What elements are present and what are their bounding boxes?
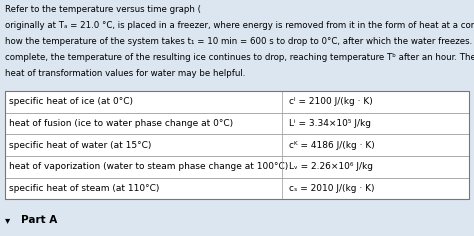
Text: cᴷ = 4186 J/(kg · K): cᴷ = 4186 J/(kg · K) bbox=[289, 141, 375, 150]
Text: ▾: ▾ bbox=[5, 215, 10, 225]
Bar bbox=[5, 134, 469, 156]
Text: Part A: Part A bbox=[21, 215, 57, 225]
Text: heat of transformation values for water may be helpful.: heat of transformation values for water … bbox=[5, 69, 245, 78]
Text: how the temperature of the system takes t₁ = 10 min = 600 s to drop to 0°C, afte: how the temperature of the system takes … bbox=[5, 37, 474, 46]
Text: cₛ = 2010 J/(kg · K): cₛ = 2010 J/(kg · K) bbox=[289, 184, 374, 193]
Bar bbox=[5, 91, 469, 199]
Text: originally at Tₐ = 21.0 °C, is placed in a freezer, where energy is removed from: originally at Tₐ = 21.0 °C, is placed in… bbox=[5, 21, 474, 30]
Text: specific heat of steam (at 110°C): specific heat of steam (at 110°C) bbox=[9, 184, 160, 193]
Text: heat of fusion (ice to water phase change at 0°C): heat of fusion (ice to water phase chang… bbox=[9, 119, 234, 128]
Bar bbox=[5, 113, 469, 134]
Text: specific heat of water (at 15°C): specific heat of water (at 15°C) bbox=[9, 141, 152, 150]
Bar bbox=[5, 91, 469, 113]
Text: specific heat of ice (at 0°C): specific heat of ice (at 0°C) bbox=[9, 97, 134, 106]
Text: cᴵ = 2100 J/(kg · K): cᴵ = 2100 J/(kg · K) bbox=[289, 97, 373, 106]
Bar bbox=[5, 178, 469, 199]
Bar bbox=[5, 156, 469, 178]
Text: Lᵥ = 2.26×10⁶ J/kg: Lᵥ = 2.26×10⁶ J/kg bbox=[289, 162, 373, 171]
Text: Refer to the temperature versus time graph (: Refer to the temperature versus time gra… bbox=[5, 5, 201, 14]
Text: Lⁱ = 3.34×10⁵ J/kg: Lⁱ = 3.34×10⁵ J/kg bbox=[289, 119, 371, 128]
Text: heat of vaporization (water to steam phase change at 100°C): heat of vaporization (water to steam pha… bbox=[9, 162, 289, 171]
Text: complete, the temperature of the resulting ice continues to drop, reaching tempe: complete, the temperature of the resulti… bbox=[5, 53, 474, 62]
